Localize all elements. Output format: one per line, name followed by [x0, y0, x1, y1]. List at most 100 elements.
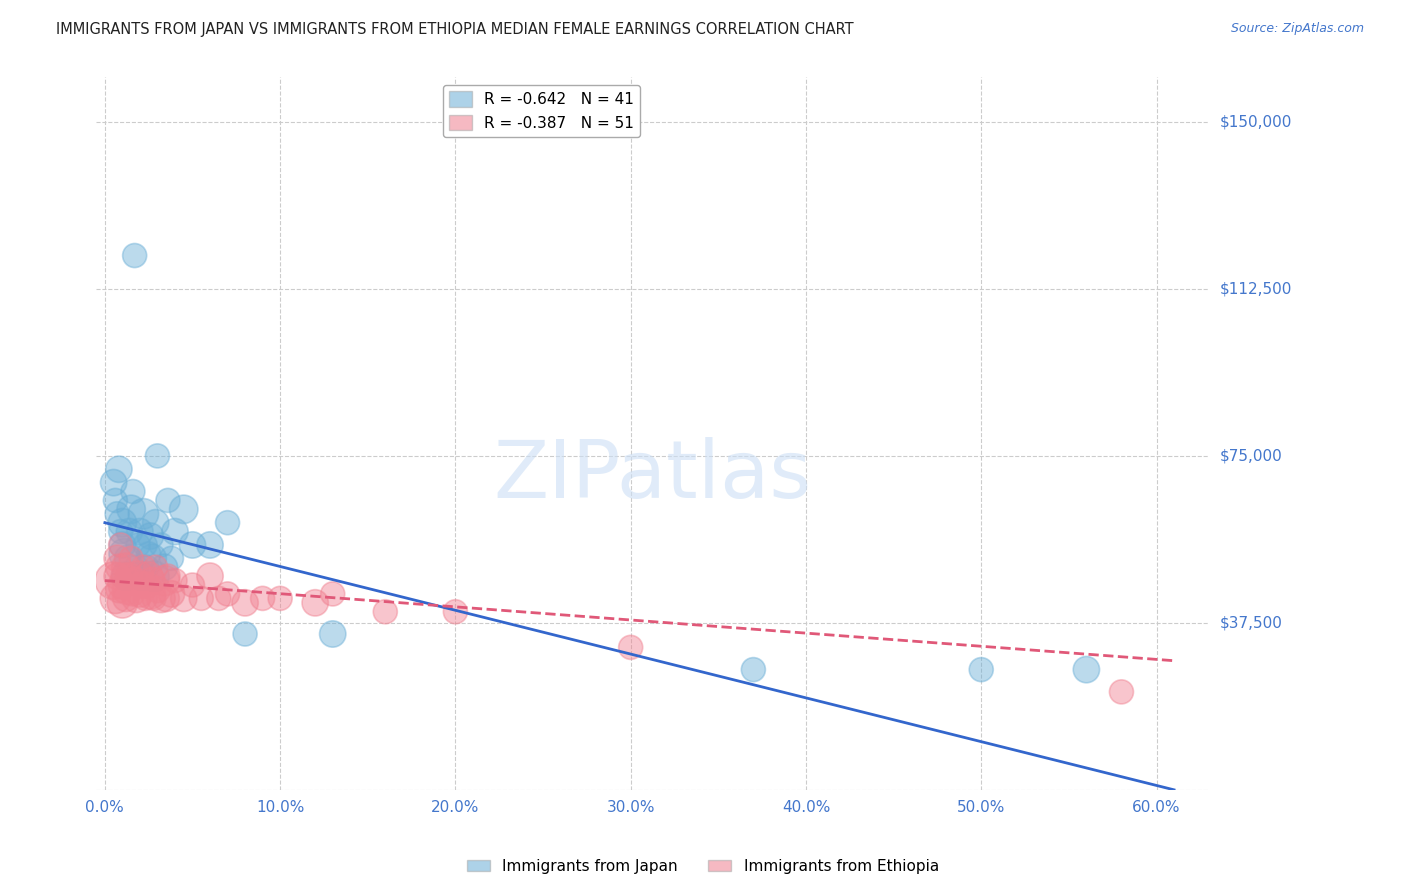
Point — [208, 591, 231, 606]
Point — [115, 569, 138, 583]
Point — [217, 516, 239, 530]
Point — [156, 569, 179, 583]
Point — [135, 578, 157, 592]
Point — [620, 640, 643, 655]
Point — [129, 524, 152, 539]
Point — [108, 582, 131, 597]
Point — [160, 551, 183, 566]
Point — [134, 591, 156, 606]
Point — [105, 507, 128, 521]
Point — [163, 524, 186, 539]
Point — [153, 560, 176, 574]
Point — [131, 578, 153, 592]
Point — [132, 507, 155, 521]
Point — [146, 449, 169, 463]
Point — [111, 596, 134, 610]
Point — [141, 551, 163, 566]
Point — [108, 462, 131, 476]
Point — [181, 538, 204, 552]
Point — [145, 516, 167, 530]
Point — [153, 574, 176, 588]
Point — [135, 560, 157, 574]
Point — [742, 663, 765, 677]
Text: $75,000: $75,000 — [1220, 449, 1282, 464]
Point — [112, 569, 135, 583]
Point — [122, 484, 145, 499]
Point — [160, 587, 183, 601]
Point — [111, 516, 134, 530]
Point — [131, 569, 153, 583]
Point — [115, 591, 138, 606]
Point — [117, 582, 139, 597]
Point — [120, 551, 142, 566]
Legend: R = -0.642   N = 41, R = -0.387   N = 51: R = -0.642 N = 41, R = -0.387 N = 51 — [443, 85, 640, 136]
Point — [129, 587, 152, 601]
Point — [125, 591, 148, 606]
Point — [252, 591, 274, 606]
Point — [233, 627, 256, 641]
Point — [122, 587, 145, 601]
Point — [110, 538, 132, 552]
Point — [125, 560, 148, 574]
Point — [173, 502, 195, 516]
Point — [217, 587, 239, 601]
Point — [134, 538, 156, 552]
Point — [118, 524, 141, 539]
Point — [124, 248, 146, 262]
Point — [173, 591, 195, 606]
Point — [155, 591, 177, 606]
Text: $150,000: $150,000 — [1220, 114, 1292, 129]
Point — [163, 574, 186, 588]
Point — [304, 596, 326, 610]
Point — [110, 524, 132, 539]
Point — [104, 493, 127, 508]
Point — [374, 605, 396, 619]
Point — [181, 578, 204, 592]
Point — [132, 560, 155, 574]
Text: ZIPatlas: ZIPatlas — [494, 437, 811, 516]
Point — [127, 538, 149, 552]
Text: IMMIGRANTS FROM JAPAN VS IMMIGRANTS FROM ETHIOPIA MEDIAN FEMALE EARNINGS CORRELA: IMMIGRANTS FROM JAPAN VS IMMIGRANTS FROM… — [56, 22, 853, 37]
Point — [269, 591, 291, 606]
Point — [105, 569, 128, 583]
Point — [156, 493, 179, 508]
Point — [115, 560, 138, 574]
Point — [117, 551, 139, 566]
Point — [103, 574, 125, 588]
Point — [190, 591, 212, 606]
Point — [118, 569, 141, 583]
Point — [970, 663, 993, 677]
Point — [149, 591, 172, 606]
Point — [138, 569, 160, 583]
Point — [444, 605, 467, 619]
Text: $112,500: $112,500 — [1220, 282, 1292, 296]
Point — [198, 538, 221, 552]
Point — [142, 591, 165, 606]
Point — [138, 547, 160, 561]
Text: Source: ZipAtlas.com: Source: ZipAtlas.com — [1230, 22, 1364, 36]
Legend: Immigrants from Japan, Immigrants from Ethiopia: Immigrants from Japan, Immigrants from E… — [461, 853, 945, 880]
Text: $37,500: $37,500 — [1220, 615, 1284, 631]
Point — [198, 569, 221, 583]
Point — [142, 569, 165, 583]
Point — [322, 627, 344, 641]
Point — [103, 475, 125, 490]
Point — [146, 582, 169, 597]
Point — [141, 574, 163, 588]
Point — [233, 596, 256, 610]
Point — [322, 587, 344, 601]
Point — [108, 560, 131, 574]
Point — [1076, 663, 1098, 677]
Point — [111, 538, 134, 552]
Point — [1111, 685, 1133, 699]
Point — [127, 569, 149, 583]
Point — [139, 587, 162, 601]
Point — [105, 551, 128, 566]
Point — [145, 560, 167, 574]
Point — [139, 529, 162, 543]
Point — [149, 538, 172, 552]
Point — [104, 591, 127, 606]
Point — [120, 502, 142, 516]
Point — [111, 578, 134, 592]
Point — [124, 574, 146, 588]
